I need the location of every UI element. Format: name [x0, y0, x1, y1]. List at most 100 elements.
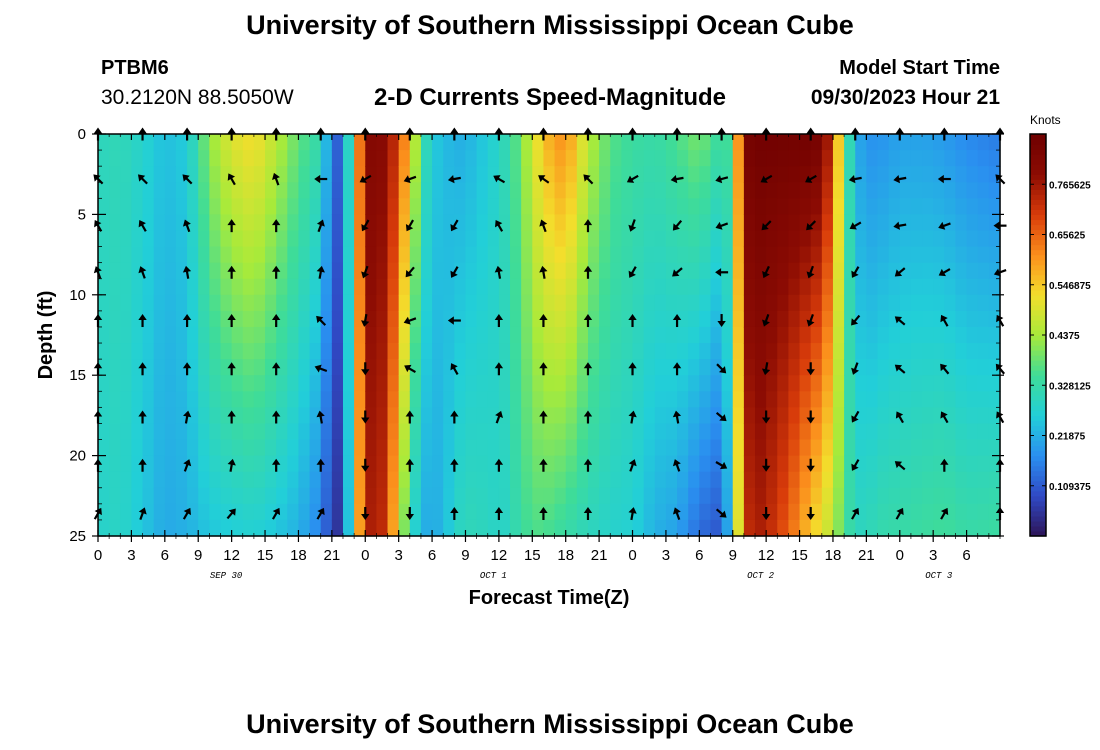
heatmap-cell [98, 262, 110, 280]
heatmap-cell [109, 359, 121, 376]
heatmap-cell [220, 375, 233, 392]
heatmap-cell [654, 471, 667, 489]
heatmap-cell [810, 198, 823, 215]
heatmap-cell [977, 471, 990, 489]
heatmap-cell [799, 519, 812, 537]
heatmap-cell [276, 391, 288, 408]
heatmap-cell [654, 503, 667, 521]
current-arrow [539, 458, 548, 472]
heatmap-cell [710, 230, 723, 248]
colorbar-segment [1030, 254, 1046, 261]
heatmap-cell [955, 455, 968, 473]
heatmap-cell [665, 198, 678, 215]
heatmap-cell [743, 455, 756, 473]
heatmap-cell [821, 455, 834, 473]
heatmap-cell [966, 343, 979, 360]
heatmap-cell [376, 166, 389, 183]
heatmap-cell [543, 182, 556, 199]
heatmap-cell [409, 455, 422, 473]
heatmap-cell [510, 294, 522, 312]
heatmap-cell [855, 423, 867, 441]
heatmap-cell [465, 455, 478, 473]
heatmap-cell [376, 246, 389, 264]
heatmap-cell [331, 198, 344, 215]
heatmap-cell [855, 375, 867, 392]
heatmap-cell [276, 182, 288, 199]
heatmap-cell [387, 198, 400, 215]
heatmap-cell [855, 343, 867, 360]
heatmap-cell [443, 439, 455, 457]
heatmap-cell [677, 230, 689, 248]
heatmap-cell [610, 326, 622, 344]
heatmap-cell [398, 471, 411, 489]
heatmap-cell [977, 455, 990, 473]
heatmap-cell [699, 166, 712, 183]
current-arrow [183, 410, 192, 424]
heatmap-cell [465, 375, 478, 392]
heatmap-cell [799, 230, 812, 248]
heatmap-cell [109, 198, 121, 215]
heatmap-cell [532, 343, 545, 360]
heatmap-cell [476, 246, 489, 264]
heatmap-cell [209, 343, 222, 360]
heatmap-cell [287, 503, 300, 521]
heatmap-cell [331, 423, 344, 441]
heatmap-cell [120, 503, 133, 521]
heatmap-cell [621, 214, 634, 232]
heatmap-cell [354, 423, 366, 441]
heatmap-cell [799, 343, 812, 360]
heatmap-cell [743, 503, 756, 521]
current-arrow [893, 174, 907, 184]
heatmap-cell [175, 310, 188, 328]
heatmap-cell [320, 214, 333, 232]
heatmap-cell [599, 278, 611, 296]
heatmap-cell [220, 326, 233, 344]
heatmap-cell [732, 439, 745, 457]
heatmap-cell [331, 439, 344, 457]
heatmap-cell [810, 262, 823, 280]
heatmap-cell [287, 391, 300, 408]
heatmap-cell [955, 326, 968, 344]
heatmap-cell [487, 198, 500, 215]
heatmap-cell [699, 150, 712, 167]
heatmap-cell [677, 326, 689, 344]
current-arrow [182, 219, 191, 233]
heatmap-cell [320, 423, 333, 441]
heatmap-cell [832, 503, 845, 521]
heatmap-cell [510, 503, 522, 521]
current-arrow [938, 268, 951, 277]
heatmap-cell [710, 326, 723, 344]
current-arrow [583, 265, 593, 279]
heatmap-cell [298, 375, 311, 392]
heatmap-cell [587, 166, 600, 183]
heatmap-cell [521, 407, 533, 425]
heatmap-cell [599, 407, 611, 425]
x-axis: 0 3 6 9 12 15 18 21 0 3 6 9 12 15 18 21 0 3 6 9 12 15 18 21 0 3 6S… [94, 134, 1001, 581]
heatmap-cell [944, 439, 957, 457]
heatmap-cell [788, 407, 801, 425]
heatmap-cell [354, 230, 366, 248]
heatmap-cell [677, 198, 689, 215]
heatmap-cell [888, 294, 901, 312]
heatmap-cell [866, 262, 879, 280]
heatmap-cell [610, 310, 622, 328]
heatmap-cell [498, 375, 511, 392]
heatmap-cell [610, 423, 622, 441]
heatmap-cell [554, 326, 567, 344]
current-arrow [715, 461, 728, 470]
heatmap-cell [287, 134, 300, 151]
current-arrow [316, 410, 325, 424]
heatmap-cell [532, 375, 545, 392]
heatmap-cell [710, 391, 723, 408]
heatmap-cell [231, 375, 244, 392]
heatmap-cell [688, 359, 700, 376]
heatmap-cell [432, 214, 444, 232]
heatmap-cell [131, 375, 144, 392]
heatmap-cell [866, 519, 879, 537]
heatmap-cell [532, 214, 545, 232]
heatmap-cell [855, 230, 867, 248]
heatmap-cell [810, 278, 823, 296]
heatmap-cell [955, 150, 968, 167]
heatmap-cell [265, 214, 277, 232]
heatmap-cell [877, 278, 890, 296]
